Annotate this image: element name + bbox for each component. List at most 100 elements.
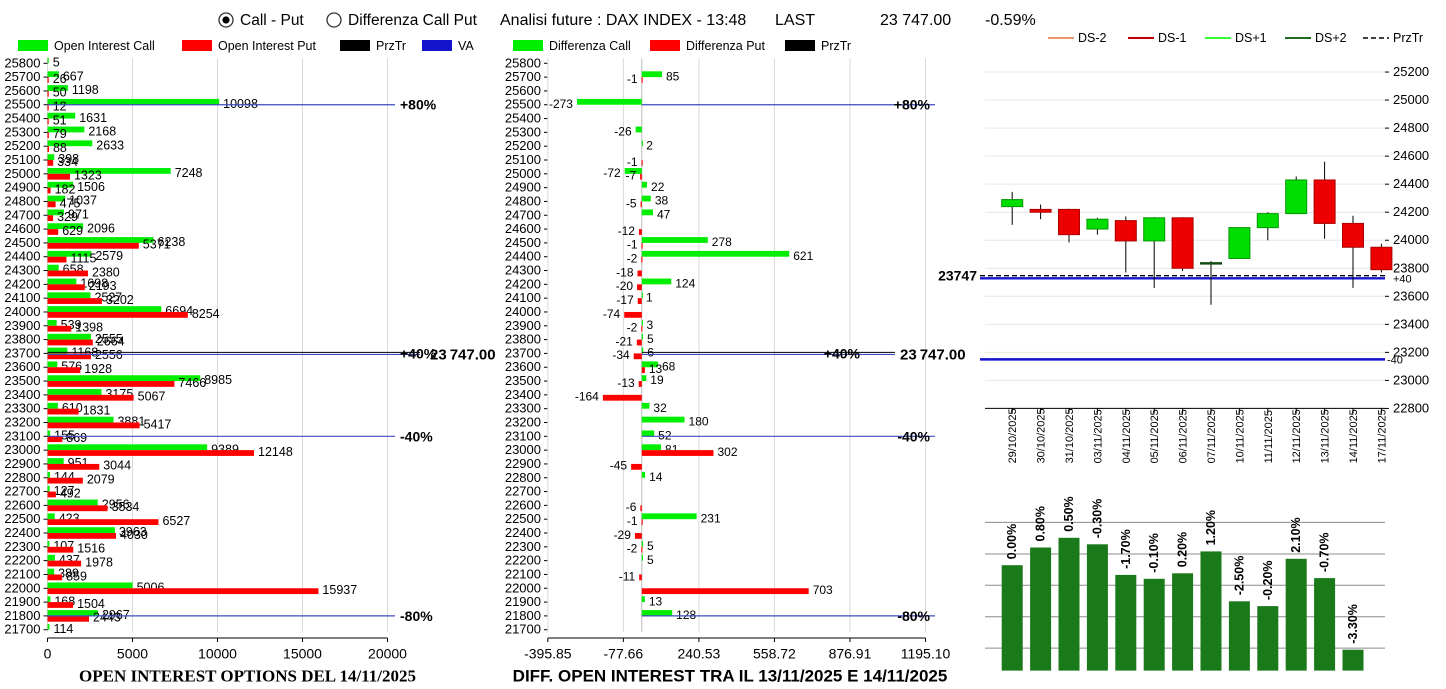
svg-text:24600: 24600 [505,221,541,236]
svg-text:22800: 22800 [1393,400,1429,415]
svg-text:23300: 23300 [505,401,541,416]
svg-text:23400: 23400 [505,387,541,402]
svg-text:Call - Put: Call - Put [240,12,304,29]
svg-text:-20: -20 [616,279,634,293]
svg-text:25500: 25500 [505,97,541,112]
svg-text:302: 302 [717,445,737,459]
svg-text:128: 128 [676,608,696,622]
svg-text:3202: 3202 [106,293,134,307]
svg-text:22100: 22100 [4,566,40,581]
svg-text:1516: 1516 [77,542,105,556]
svg-text:1198: 1198 [72,83,99,97]
svg-text:5417: 5417 [144,417,172,431]
svg-text:DS+2: DS+2 [1315,31,1347,45]
svg-text:23000: 23000 [505,442,541,457]
svg-text:22700: 22700 [505,484,541,499]
svg-text:23000: 23000 [4,442,40,457]
svg-text:24500: 24500 [4,235,40,250]
svg-text:22: 22 [651,180,665,194]
svg-text:22100: 22100 [505,566,541,581]
svg-text:1506: 1506 [77,180,105,194]
svg-text:50: 50 [53,86,67,100]
svg-text:79: 79 [53,127,67,141]
svg-text:22400: 22400 [4,525,40,540]
svg-text:23600: 23600 [4,359,40,374]
svg-text:1.20%: 1.20% [1204,510,1218,545]
svg-text:2664: 2664 [97,334,125,348]
svg-text:51: 51 [53,113,67,127]
svg-text:24100: 24100 [505,290,541,305]
svg-text:LAST: LAST [775,12,815,29]
svg-text:21800: 21800 [505,608,541,623]
svg-text:3044: 3044 [103,459,131,473]
svg-text:21700: 21700 [505,622,541,637]
svg-text:-40: -40 [1387,354,1403,366]
svg-text:23500: 23500 [4,373,40,388]
svg-text:13: 13 [649,594,663,608]
svg-text:Analisi future : DAX INDEX - 1: Analisi future : DAX INDEX - 13:48 [500,12,746,29]
svg-text:114: 114 [53,622,73,636]
svg-text:22800: 22800 [505,470,541,485]
svg-text:23400: 23400 [1393,316,1429,331]
svg-text:1831: 1831 [83,403,111,417]
svg-text:8254: 8254 [192,307,220,321]
svg-text:2633: 2633 [96,138,124,152]
svg-text:DS+1: DS+1 [1235,31,1267,45]
svg-text:24600: 24600 [1393,148,1429,163]
svg-text:2: 2 [646,138,653,152]
svg-text:869: 869 [66,431,87,445]
svg-text:621: 621 [793,249,813,263]
svg-text:21900: 21900 [505,594,541,609]
svg-text:25700: 25700 [4,69,40,84]
svg-text:23747: 23747 [938,268,977,284]
svg-text:23100: 23100 [505,428,541,443]
svg-text:10098: 10098 [223,97,258,111]
svg-text:-77.66: -77.66 [604,646,644,662]
svg-text:DS-1: DS-1 [1158,31,1187,45]
svg-text:2556: 2556 [95,348,123,362]
svg-text:2.10%: 2.10% [1289,517,1303,552]
svg-text:25300: 25300 [505,124,541,139]
svg-text:22000: 22000 [505,580,541,595]
svg-text:1195.10: 1195.10 [901,646,951,662]
svg-text:2579: 2579 [95,249,123,263]
svg-text:29/10/2025: 29/10/2025 [1007,408,1019,463]
svg-text:240.53: 240.53 [677,646,720,662]
svg-text:-0.10%: -0.10% [1147,533,1161,573]
svg-text:-74: -74 [603,307,621,321]
svg-text:24700: 24700 [4,207,40,222]
svg-text:25100: 25100 [505,152,541,167]
svg-text:22400: 22400 [505,525,541,540]
svg-text:+40: +40 [1393,273,1412,285]
svg-text:Open Interest Put: Open Interest Put [218,39,317,53]
svg-text:-0.70%: -0.70% [1318,532,1332,572]
svg-text:Differenza Call Put: Differenza Call Put [348,12,478,29]
svg-text:-395.85: -395.85 [524,646,572,662]
svg-text:-40%: -40% [897,428,930,444]
svg-text:25800: 25800 [505,55,541,70]
svg-text:-1: -1 [627,514,638,528]
svg-text:10000: 10000 [198,646,237,662]
svg-text:5: 5 [647,539,654,553]
svg-text:-1.70%: -1.70% [1119,529,1133,569]
svg-text:-7: -7 [625,169,636,183]
svg-text:22200: 22200 [505,553,541,568]
svg-text:85: 85 [666,69,680,83]
svg-text:23100: 23100 [4,428,40,443]
svg-text:22800: 22800 [4,470,40,485]
svg-text:23 747.00: 23 747.00 [430,346,496,363]
svg-text:23500: 23500 [505,373,541,388]
svg-text:0.00%: 0.00% [1005,524,1019,559]
svg-text:2443: 2443 [93,611,121,625]
svg-text:PrzTr: PrzTr [1393,31,1423,45]
svg-text:25000: 25000 [505,166,541,181]
svg-text:26: 26 [53,72,67,86]
svg-text:23000: 23000 [1393,372,1429,387]
svg-text:23200: 23200 [505,414,541,429]
svg-text:5371: 5371 [143,238,171,252]
svg-text:22300: 22300 [4,539,40,554]
svg-text:7466: 7466 [178,376,206,390]
svg-text:-0.59%: -0.59% [985,12,1036,29]
svg-text:-5: -5 [626,196,637,210]
svg-text:24100: 24100 [4,290,40,305]
